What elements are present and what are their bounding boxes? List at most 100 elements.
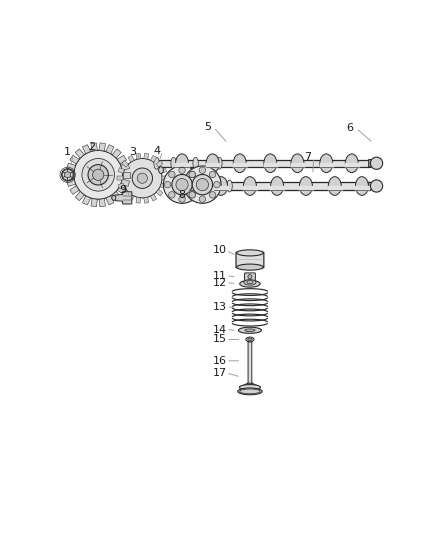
Polygon shape [112,149,121,158]
Polygon shape [123,172,130,177]
Polygon shape [156,189,163,196]
Ellipse shape [240,385,261,390]
Polygon shape [106,196,114,205]
Text: 16: 16 [213,356,227,366]
Ellipse shape [237,264,263,270]
Circle shape [214,181,220,188]
Polygon shape [136,197,141,203]
Polygon shape [99,199,106,207]
Polygon shape [106,144,114,154]
Polygon shape [67,172,73,178]
Text: 14: 14 [213,325,227,335]
Polygon shape [150,156,157,162]
Ellipse shape [187,176,200,195]
Polygon shape [165,182,371,190]
Circle shape [172,174,192,195]
Polygon shape [75,149,84,158]
Text: 12: 12 [213,278,227,288]
Ellipse shape [203,180,208,192]
Circle shape [179,196,185,203]
Polygon shape [214,186,228,190]
Circle shape [184,166,221,203]
Circle shape [371,157,383,169]
Polygon shape [122,189,129,196]
Ellipse shape [244,280,256,285]
Circle shape [371,180,383,192]
Polygon shape [67,179,75,187]
Ellipse shape [238,327,261,333]
Circle shape [179,167,185,173]
Text: 9: 9 [119,185,126,195]
Polygon shape [187,186,201,190]
Ellipse shape [176,154,188,173]
Ellipse shape [264,154,277,173]
Ellipse shape [227,180,232,192]
Polygon shape [175,163,189,167]
Ellipse shape [271,176,283,195]
Text: 11: 11 [213,271,227,281]
Circle shape [137,173,148,183]
Polygon shape [144,153,148,159]
Circle shape [199,167,205,173]
Polygon shape [243,186,257,190]
Ellipse shape [291,154,304,173]
Text: 6: 6 [346,123,353,133]
Polygon shape [128,156,134,162]
Text: 5: 5 [204,122,211,132]
Ellipse shape [215,176,227,195]
Circle shape [199,196,205,203]
Ellipse shape [245,329,255,332]
Polygon shape [240,383,260,387]
Ellipse shape [193,157,198,169]
Circle shape [209,171,216,177]
Text: 2: 2 [88,142,95,152]
Polygon shape [121,163,130,171]
Polygon shape [91,199,97,207]
Ellipse shape [233,154,246,173]
Circle shape [82,158,114,191]
Ellipse shape [328,176,341,195]
Polygon shape [160,183,166,189]
Circle shape [196,179,208,191]
Circle shape [189,192,195,198]
Polygon shape [62,175,67,181]
Text: 1: 1 [64,147,71,157]
Polygon shape [369,159,381,167]
Ellipse shape [164,180,170,192]
Polygon shape [155,159,371,167]
Polygon shape [67,163,75,171]
Polygon shape [115,192,132,204]
Ellipse shape [206,154,219,173]
Polygon shape [122,160,129,167]
Polygon shape [206,163,219,167]
Polygon shape [150,194,157,201]
Circle shape [64,172,71,178]
Text: 15: 15 [213,334,227,344]
Ellipse shape [244,176,256,195]
Text: 17: 17 [213,368,227,378]
Circle shape [163,166,201,203]
Polygon shape [66,172,74,177]
Polygon shape [320,163,333,167]
Polygon shape [156,160,163,167]
Circle shape [189,171,195,177]
Circle shape [74,150,123,199]
Polygon shape [118,183,124,189]
Circle shape [209,192,216,198]
Polygon shape [345,163,359,167]
Text: 7: 7 [304,152,311,162]
Circle shape [185,181,191,188]
Circle shape [169,192,175,198]
Circle shape [123,158,162,198]
Ellipse shape [247,280,253,284]
Circle shape [92,169,104,180]
Text: 4: 4 [153,146,160,156]
Ellipse shape [320,154,333,173]
Polygon shape [62,168,67,175]
Ellipse shape [345,154,358,173]
Ellipse shape [112,196,116,200]
FancyBboxPatch shape [248,342,252,383]
Polygon shape [117,185,127,195]
Circle shape [176,179,188,191]
Polygon shape [355,186,369,190]
